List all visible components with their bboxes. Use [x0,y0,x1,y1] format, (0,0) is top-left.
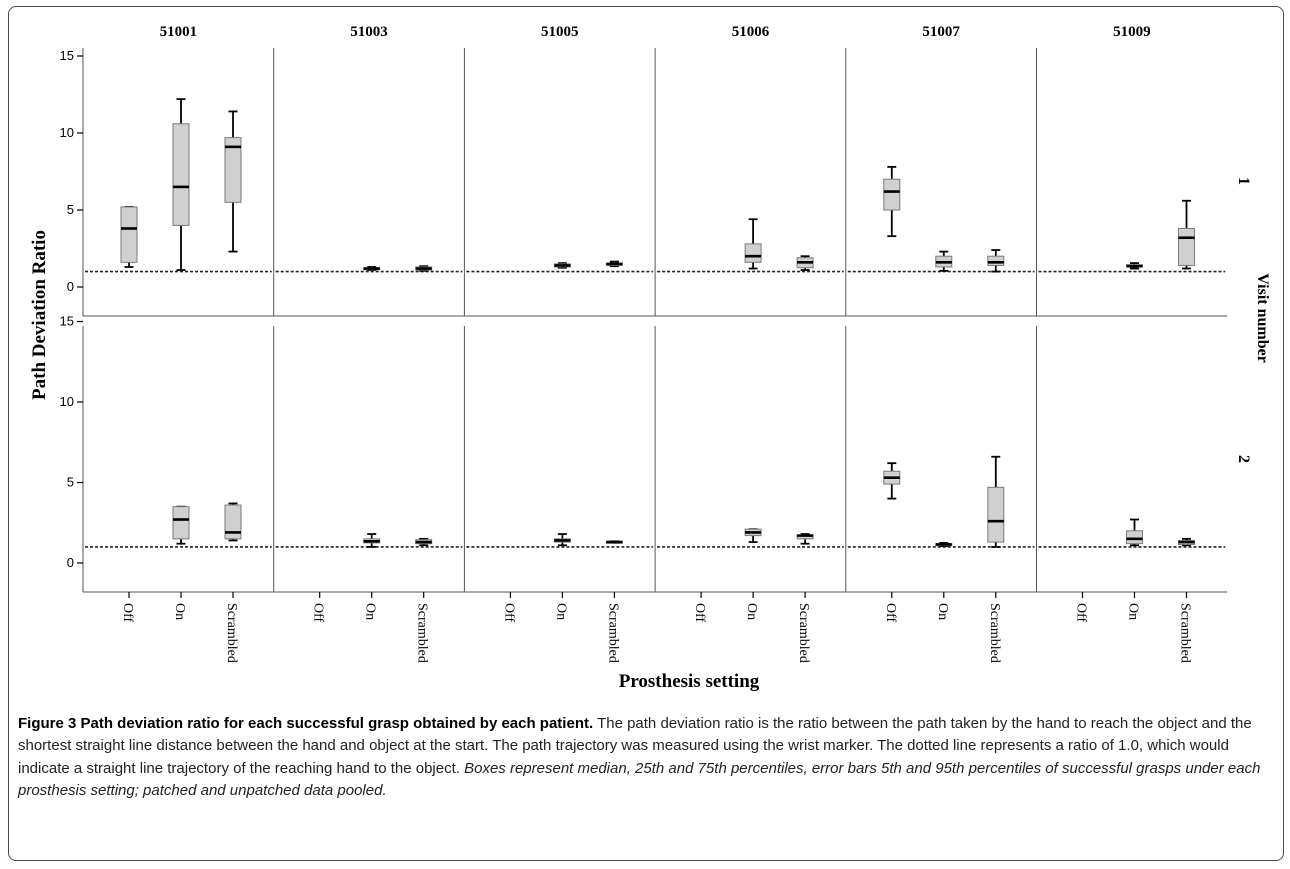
visit-row-label: 2 [1235,455,1252,463]
x-category-label: On [744,603,759,620]
box-iqr [883,178,901,211]
x-category-label: On [553,603,568,620]
x-category-label: Scrambled [987,603,1002,663]
x-category-label: Off [120,603,135,623]
box-iqr [172,123,190,226]
figure-frame [8,6,1284,861]
x-category-label: Scrambled [224,603,239,663]
panel-column-title: 51007 [922,24,960,40]
x-axis-title: Prosthesis setting [619,671,760,692]
box-iqr [172,506,190,540]
x-category-label: Scrambled [415,603,430,663]
y-tick-label: 10 [60,394,74,409]
x-category-label: Scrambled [605,603,620,663]
y-tick-label: 15 [60,48,74,63]
y-tick-label: 0 [67,555,74,570]
x-category-label: On [363,603,378,620]
panel-column-title: 51005 [541,24,579,40]
box-iqr [120,206,138,263]
y-tick-label: 5 [67,475,74,490]
box-iqr [1178,227,1195,266]
x-category-label: Off [883,603,898,623]
box-iqr [224,504,242,540]
x-category-label: Scrambled [1178,603,1193,663]
x-category-label: On [1126,603,1141,620]
panel-column-title: 51003 [350,24,388,40]
visit-row-label: 1 [1235,177,1252,185]
box-iqr [744,243,762,263]
box-iqr [1126,530,1143,545]
caption-italic: Boxes represent median, 25th and 75th pe… [18,759,1261,800]
y-tick-label: 10 [60,125,74,140]
y-tick-label: 15 [60,314,74,329]
panel-column-title: 51001 [160,24,198,40]
y-tick-label: 5 [67,202,74,217]
panel-column-title: 51009 [1113,24,1151,40]
panel-column-title: 51006 [732,24,770,40]
x-category-label: Off [692,603,707,623]
box-iqr [224,137,242,203]
x-category-label: Off [311,603,326,623]
figure-caption: Figure 3 Path deviation ratio for each s… [18,713,1280,803]
y-axis-title: Path Deviation Ratio [29,230,50,400]
x-category-label: On [172,603,187,620]
box-iqr [987,486,1005,543]
x-category-label: Off [1074,603,1089,623]
caption-title: Figure 3 Path deviation ratio for each s… [18,715,594,732]
caption-body: The path deviation ratio is the ratio be… [18,715,1252,777]
row-axis-title: Visit number [1254,273,1271,363]
x-category-label: Scrambled [796,603,811,663]
x-category-label: On [935,603,950,620]
x-category-label: Off [501,603,516,623]
box-iqr [987,255,1005,266]
y-tick-label: 0 [67,279,74,294]
